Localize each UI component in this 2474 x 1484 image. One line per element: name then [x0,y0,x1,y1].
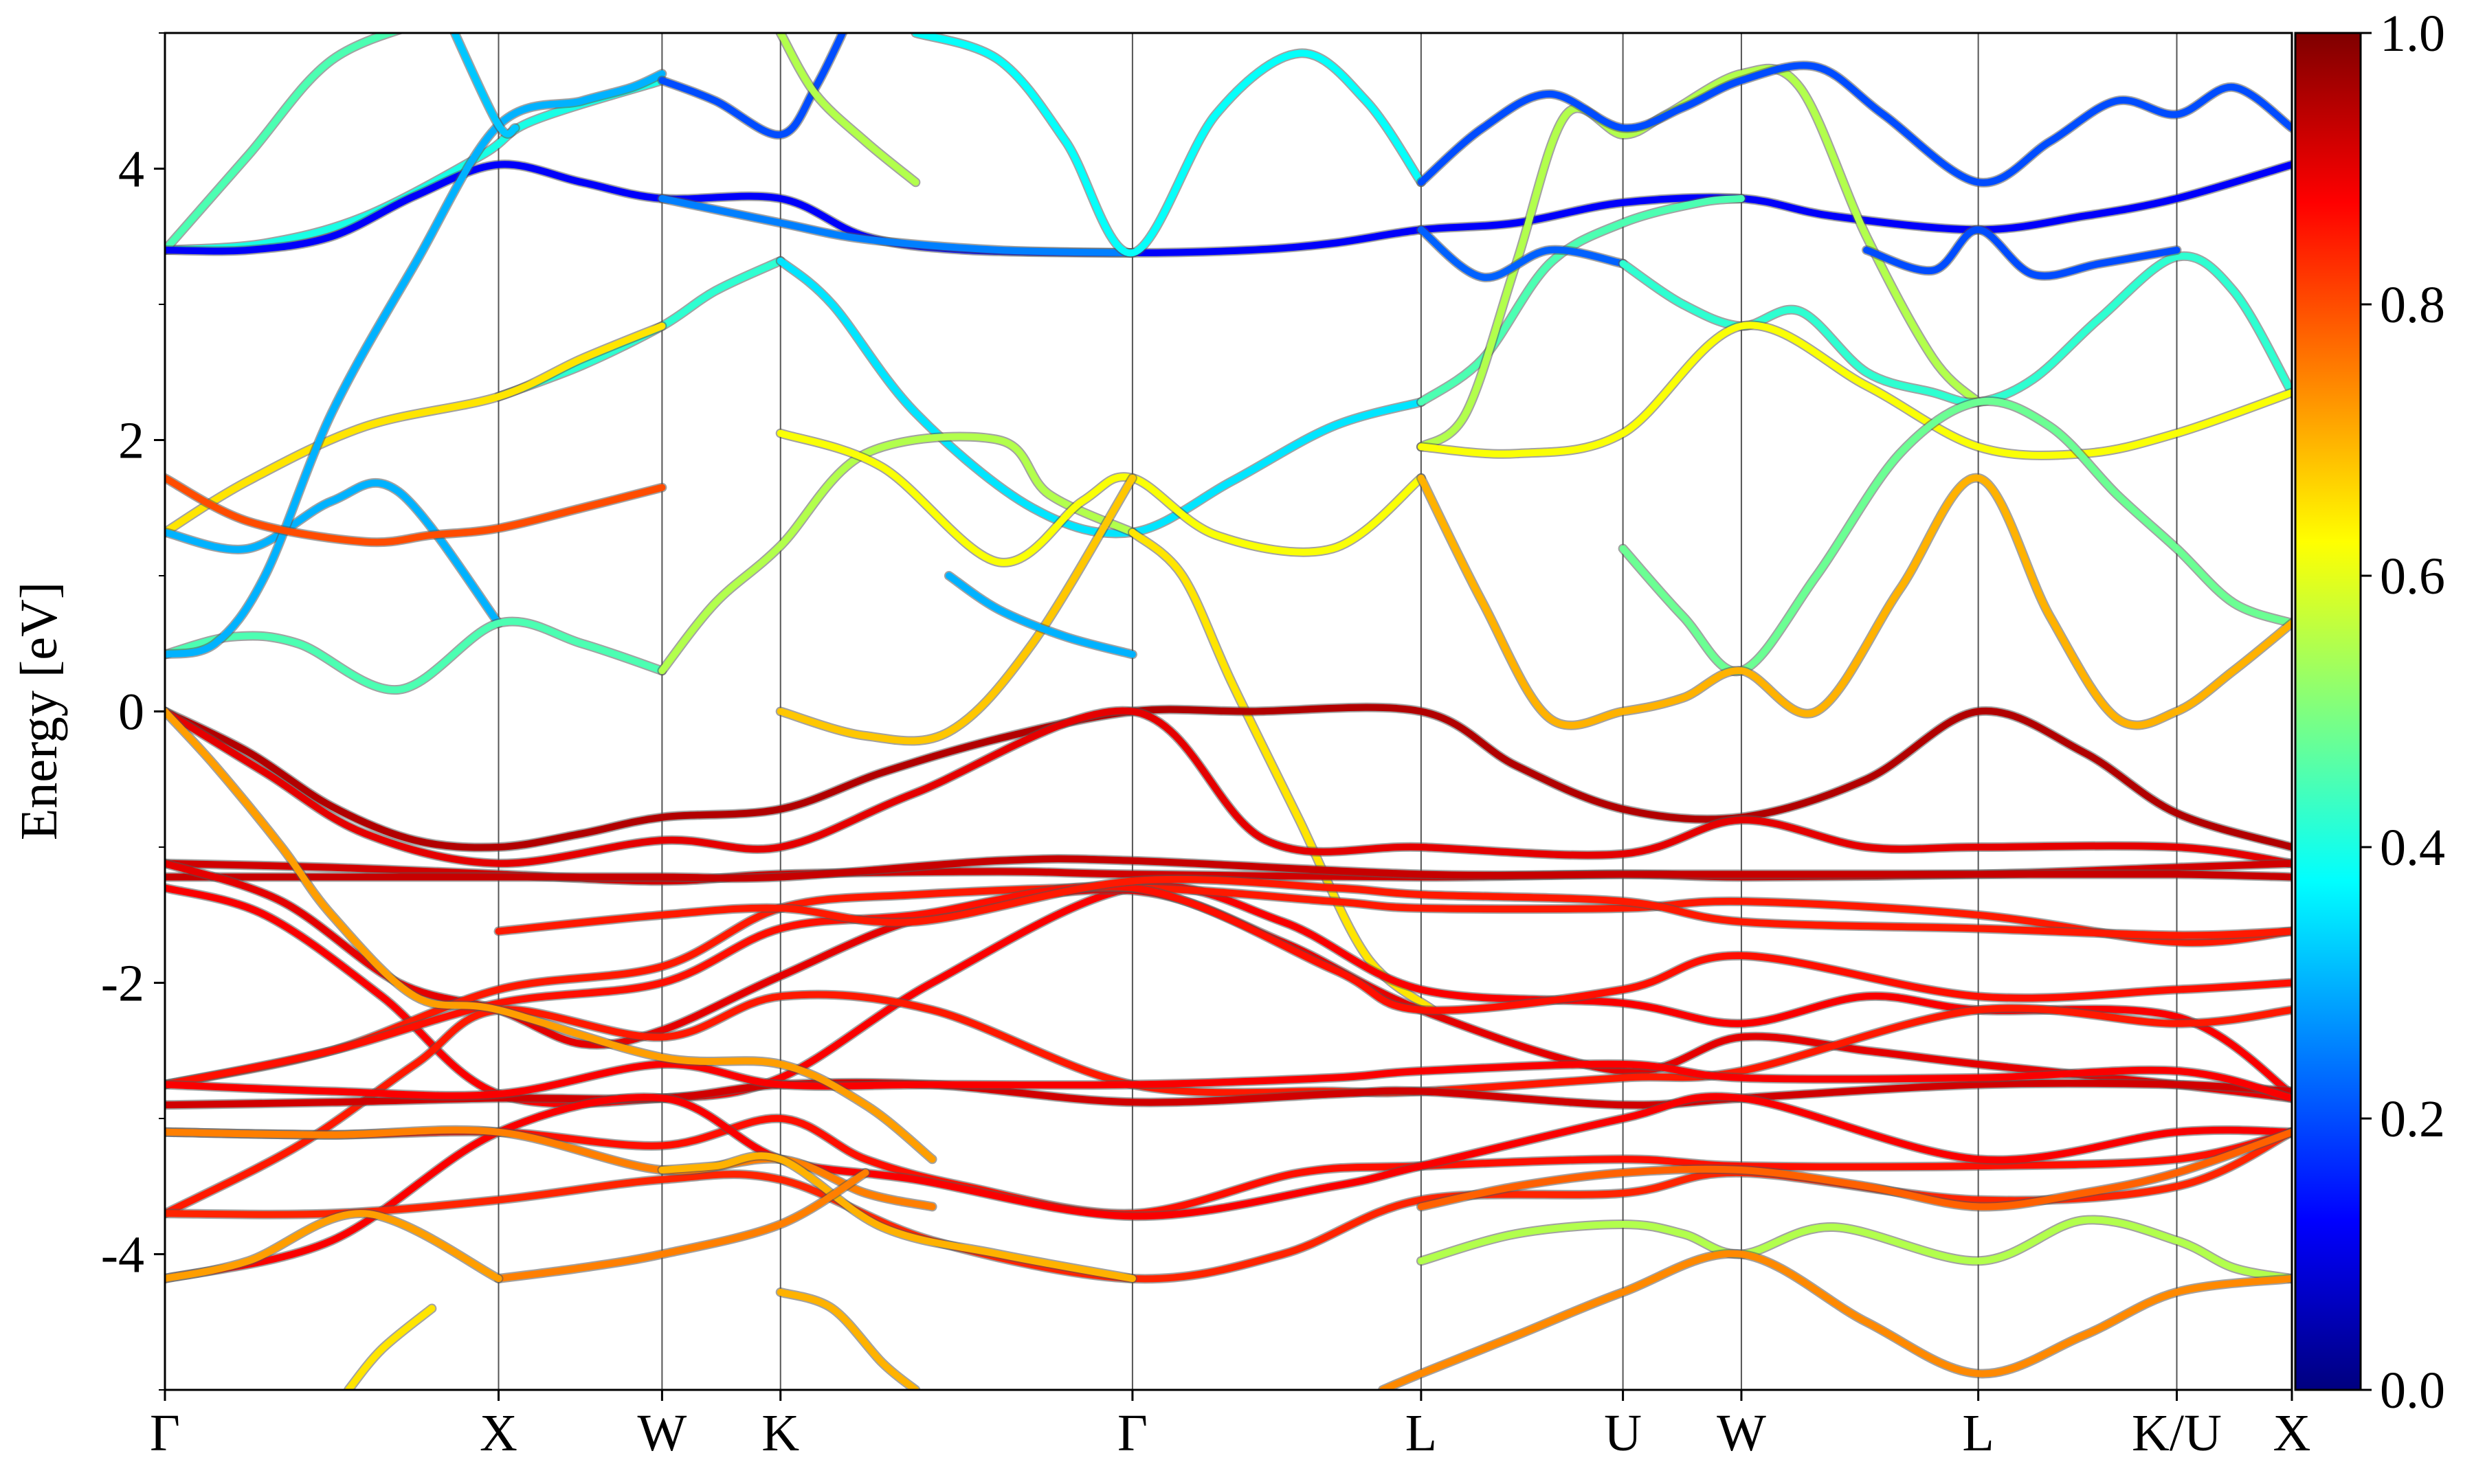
band-line [912,33,1425,257]
x-tick-label: Γ [1117,1404,1148,1462]
band-line [345,1305,436,1390]
band-line [451,33,519,137]
band-line [165,322,666,536]
y-tick-label: 0 [118,684,144,741]
band-line [165,70,666,658]
band-outline [165,33,405,255]
y-axis-ticks: 4 2 0 -2 -4 [101,32,165,1391]
band-line [165,882,2292,1088]
band-outline [165,706,2292,868]
band-line [165,1079,2292,1109]
band-curves [165,33,2292,1390]
band-line [165,1060,2292,1102]
band-line [1417,474,2292,729]
band-line [1128,528,1436,1013]
colorbar-ticks: 1.0 0.8 0.6 0.4 0.2 0.0 [2361,5,2445,1419]
band-line [658,195,1136,256]
x-tick-label: K [761,1404,799,1462]
band-line [1417,62,2292,186]
band-line [945,572,1136,658]
band-line [777,33,920,186]
band-line [777,474,1136,745]
band-line [495,1169,869,1282]
band-outline [1378,1248,2292,1390]
y-tick-label: 4 [118,141,144,199]
band-line [1417,1128,2292,1211]
x-tick-label: W [638,1404,687,1462]
band-line [1417,1216,2292,1282]
band-line [165,474,666,546]
x-tick-label: L [1405,1404,1437,1462]
band-line [165,1210,502,1282]
colorbar-tick-label: 0.6 [2380,548,2445,605]
band-line [165,479,502,627]
band-outline [911,33,1426,258]
band-line [165,618,666,694]
colorbar-tick-label: 1.0 [2380,5,2445,63]
x-tick-label: Γ [150,1404,180,1462]
band-outline [775,473,1137,746]
x-axis-ticks: Γ X W K Γ L U W L K/U X [150,1390,2310,1462]
band-line [777,429,1425,566]
band-line [165,704,2292,851]
y-tick-label: -4 [101,1226,144,1284]
colorbar-tick-label: 0.8 [2380,276,2445,334]
colorbar [2294,32,2362,1391]
x-tick-label: U [1604,1404,1642,1462]
x-tick-label: X [2273,1404,2311,1462]
x-tick-label: W [1717,1404,1766,1462]
band-line [658,1152,1136,1282]
x-tick-label: K/U [2132,1404,2222,1462]
band-line [165,707,2292,867]
y-tick-label: 2 [118,412,144,470]
band-outline [165,702,2292,853]
band-line [165,708,936,1163]
band-line [1417,322,2292,459]
band-line [165,1128,2292,1283]
colorbar-tick-label: 0.0 [2380,1362,2445,1419]
band-line [658,33,847,139]
band-line [777,257,1425,537]
band-line [1379,1250,2292,1390]
band-line [165,991,2292,1217]
band-line [1619,398,2292,675]
y-axis-label: Energy [eV] [10,582,68,840]
band-line [1863,226,2181,280]
x-tick-label: X [480,1404,517,1462]
band-line [165,884,2292,1088]
y-tick-label: -2 [101,955,144,1013]
band-outline [165,616,667,695]
band-line [777,1288,920,1390]
band-line [165,855,2292,882]
x-tick-label: L [1962,1404,1994,1462]
band-line [165,161,2292,256]
band-line [495,875,2292,939]
colorbar-tick-label: 0.4 [2380,819,2445,877]
colorbar-tick-label: 0.2 [2380,1090,2445,1148]
band-line [165,33,401,254]
band-line [1417,226,1627,281]
band-outline [1416,60,2292,188]
band-outline [944,571,1137,660]
